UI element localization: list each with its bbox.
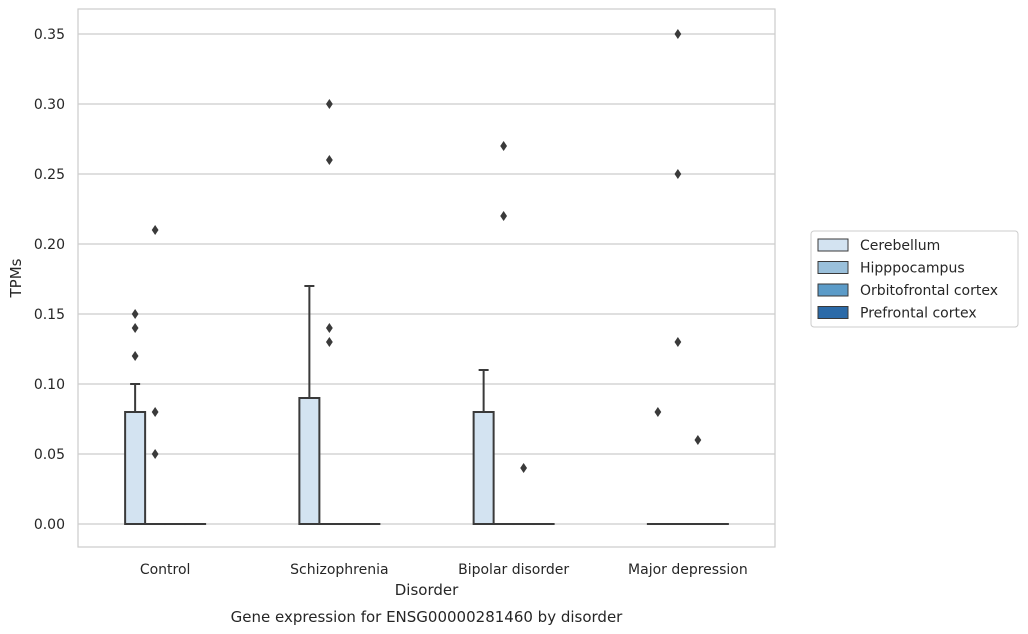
box-cerebellum	[472, 369, 495, 525]
outlier-point	[151, 407, 159, 417]
y-tick-label: 0.30	[34, 97, 65, 113]
legend-label: Cerebellum	[860, 238, 940, 254]
legend-swatch	[817, 283, 849, 297]
y-tick-label: 0.20	[34, 237, 65, 253]
gridlines	[78, 33, 775, 525]
outlier-point	[325, 155, 333, 165]
x-tick-label: Control	[140, 562, 191, 578]
x-tick-label: Bipolar disorder	[458, 562, 569, 578]
outlier-point	[131, 323, 139, 333]
y-axis-label: TPMs	[7, 258, 25, 298]
box-body	[472, 411, 495, 525]
legend-frame	[810, 230, 1019, 328]
outlier-point	[131, 309, 139, 319]
outlier-point	[694, 435, 702, 445]
box-cerebellum	[646, 407, 669, 526]
box-body	[298, 397, 321, 525]
legend: Cerebellum Hipppocampus Orbitofrontal cort…	[810, 230, 1019, 328]
outlier-point	[325, 99, 333, 109]
x-tick-label: Major depression	[628, 562, 748, 578]
outlier-point	[325, 337, 333, 347]
y-tick-label: 0.35	[34, 27, 65, 43]
outlier-point	[674, 29, 682, 39]
box-cerebellum	[298, 285, 321, 525]
box-orbitofrontal-cortex	[686, 435, 709, 526]
y-tick-label: 0.25	[34, 167, 65, 183]
outlier-point	[325, 323, 333, 333]
box-cerebellum	[124, 309, 147, 525]
outlier-point	[500, 211, 508, 221]
y-tick-label: 0.05	[34, 447, 65, 463]
y-tick-label: 0.10	[34, 377, 65, 393]
y-tick-label: 0.15	[34, 307, 65, 323]
y-tick-label: 0.00	[34, 517, 65, 533]
x-tick-labels: Control Schizophrenia Bipolar disorder Majo…	[140, 562, 748, 578]
outlier-point	[500, 141, 508, 151]
outlier-point	[674, 337, 682, 347]
legend-label: Prefrontal cortex	[860, 306, 977, 322]
outlier-point	[151, 449, 159, 459]
plot-frame	[77, 8, 776, 548]
outlier-point	[674, 169, 682, 179]
box-marks	[124, 29, 729, 526]
box-body	[124, 411, 147, 525]
box-hipppocampus	[318, 99, 341, 526]
box-hipppocampus	[666, 29, 689, 526]
legend-swatch	[817, 261, 849, 274]
outlier-point	[131, 351, 139, 361]
outlier-point	[654, 407, 662, 417]
y-tick-labels: 0.00 0.05 0.10 0.15 0.20 0.25 0.30 0.35	[34, 27, 65, 533]
box-hipppocampus	[144, 225, 167, 526]
legend-swatch	[817, 238, 849, 252]
outlier-point	[151, 225, 159, 235]
x-tick-label: Schizophrenia	[290, 562, 388, 578]
outlier-point	[520, 463, 528, 473]
legend-label: Orbitofrontal cortex	[860, 283, 998, 299]
x-axis-label: Disorder	[395, 581, 459, 599]
legend-swatch	[817, 306, 849, 319]
box-orbitofrontal-cortex	[512, 463, 535, 526]
chart-caption: Gene expression for ENSG00000281460 by d…	[231, 608, 624, 626]
legend-label: Hipppocampus	[860, 261, 965, 277]
box-hipppocampus	[492, 141, 515, 526]
